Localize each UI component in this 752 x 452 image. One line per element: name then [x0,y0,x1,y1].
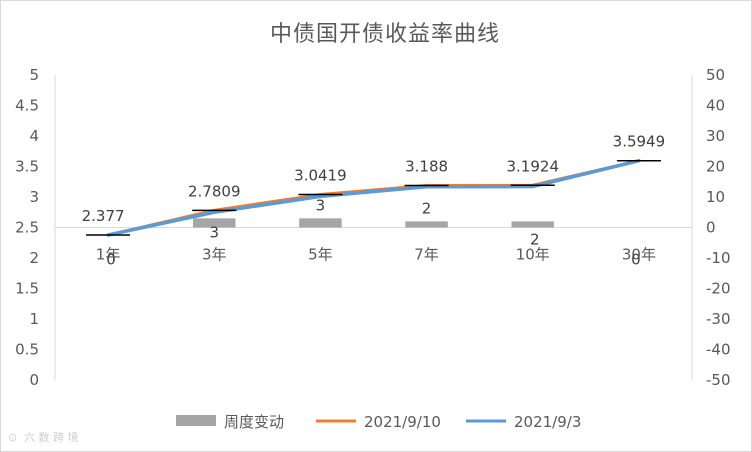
watermark: ⊙ 六 数 跨 境 [8,430,79,444]
category-label: 30年 [622,246,656,264]
category-label: 3年 [202,246,227,264]
bar-weekly-change [511,221,554,228]
bar-weekly-change [193,218,236,228]
plot-area: 0 0.5 1 1.5 2 2.5 3 3.5 4 4.5 5 -50 -40 -30 -20 -10 0 10 2… [15,66,730,389]
bar-data-label: 0 [631,251,641,269]
line-data-label: 3.188 [405,158,448,176]
right-tick-label: -10 [706,249,731,267]
category-label: 5年 [308,246,333,264]
right-tick-label: -50 [706,371,731,389]
category-label: 1年 [96,246,121,264]
bar-data-label: 3 [209,224,219,242]
left-tick-label: 1.5 [15,280,39,298]
legend-swatch-bar [176,415,216,426]
line-data-label: 3.5949 [613,133,666,151]
bar-data-label: 0 [106,251,116,269]
legend-label: 周度变动 [224,413,284,431]
right-tick-label: 50 [706,66,725,84]
right-tick-label: 40 [706,97,725,115]
right-tick-label: 30 [706,127,725,145]
left-tick-label: 0 [29,371,39,389]
right-tick-label: -20 [706,280,731,298]
line-data-label: 2.7809 [188,182,241,200]
bar-data-label: 2 [530,231,540,249]
legend-label: 2021/9/10 [364,413,441,431]
bar-data-label: 3 [316,196,326,214]
watermark-logo: ⊙ [8,431,17,444]
line-data-label: 2.377 [82,207,125,225]
legend: 周度变动 2021/9/10 2021/9/3 [176,413,581,431]
category-label: 7年 [414,246,439,264]
bar-weekly-change [299,218,342,228]
left-tick-label: 2.5 [15,219,39,237]
line-data-label: 3.1924 [507,157,560,175]
right-tick-label: 10 [706,188,725,206]
right-tick-label: -30 [706,310,731,328]
line-2021-9-3 [106,158,641,237]
left-tick-label: 4 [29,127,39,145]
bar-data-label: 2 [422,199,432,217]
left-tick-label: 1 [29,310,39,328]
legend-label: 2021/9/3 [514,413,581,431]
left-tick-label: 0.5 [15,341,39,359]
left-tick-label: 3 [29,188,39,206]
bar-weekly-change [405,221,448,228]
watermark-text: 六 数 跨 境 [24,430,79,444]
right-tick-label: 0 [706,219,716,237]
category-label: 10年 [516,246,550,264]
right-tick-label: 20 [706,158,725,176]
right-tick-label: -40 [706,341,731,359]
left-tick-label: 2 [29,249,39,267]
chart-title: 中债国开债收益率曲线 [270,22,500,47]
line-data-label: 3.0419 [294,166,347,184]
left-tick-label: 4.5 [15,97,39,115]
left-tick-label: 3.5 [15,158,39,176]
left-tick-label: 5 [29,66,39,84]
